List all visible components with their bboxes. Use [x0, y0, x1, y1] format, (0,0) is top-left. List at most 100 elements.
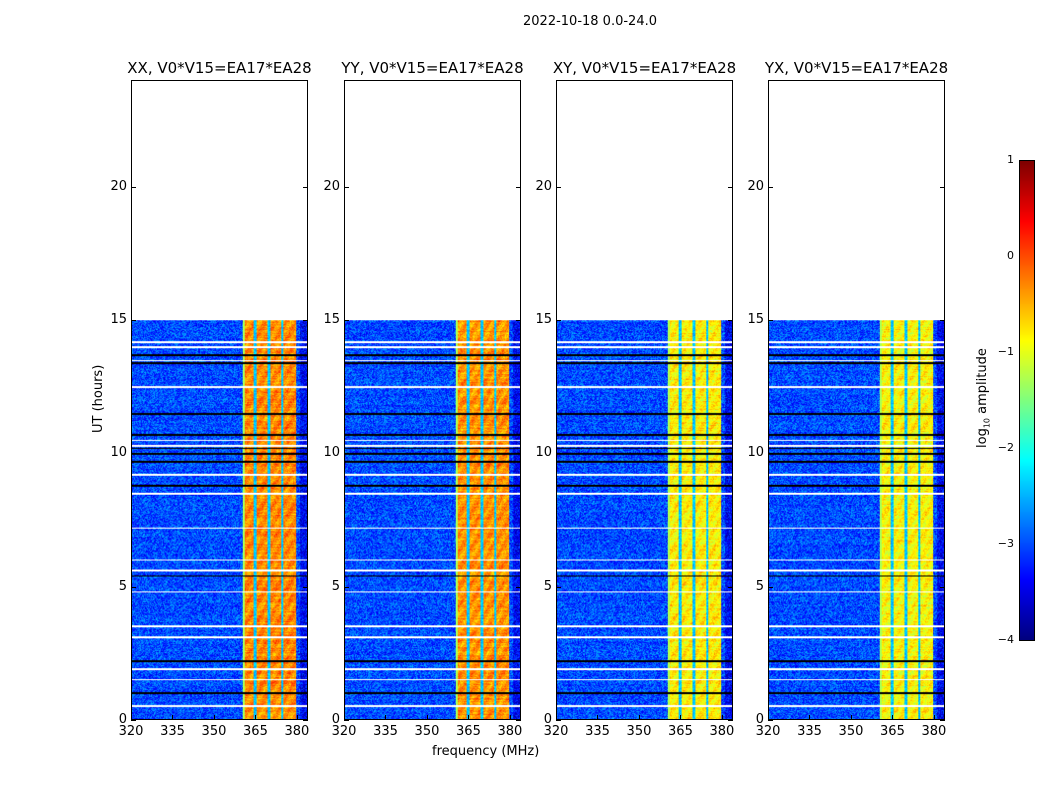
colorbar-label: log10 amplitude [975, 348, 992, 448]
x-tick-label: 380 [921, 724, 947, 739]
y-tick-mark [768, 586, 773, 588]
y-tick-mark [940, 320, 945, 321]
x-tick-mark [509, 715, 511, 720]
y-tick-label: 20 [110, 178, 127, 194]
y-tick-mark [131, 720, 136, 721]
y-tick-label: 10 [110, 445, 127, 461]
x-tick-label: 335 [160, 724, 185, 739]
y-tick-label: 0 [755, 712, 764, 727]
x-tick-mark [768, 715, 769, 720]
x-tick-label: 350 [201, 724, 227, 739]
colorbar-tick-label: −2 [997, 441, 1014, 454]
y-tick-mark [344, 586, 349, 588]
x-tick-mark [385, 715, 387, 720]
x-tick-label: 320 [755, 724, 781, 739]
y-tick-mark [344, 186, 349, 188]
heatmap-panel [768, 80, 945, 720]
y-tick-mark [768, 320, 773, 321]
y-tick-label: 5 [543, 578, 552, 594]
y-tick-label: 5 [118, 578, 127, 594]
y-tick-mark [556, 453, 561, 455]
y-tick-mark [940, 453, 945, 455]
heatmap-panel [556, 80, 733, 720]
y-tick-mark [728, 186, 733, 188]
panel-title: XX, V0*V15=EA17*EA28 [127, 59, 312, 77]
y-tick-label: 0 [543, 712, 552, 727]
figure-title: 2022-10-18 0.0-24.0 [523, 14, 657, 29]
y-tick-mark [131, 186, 136, 188]
y-tick-mark [303, 186, 308, 188]
y-tick-label: 15 [110, 312, 127, 327]
y-tick-mark [344, 453, 349, 455]
y-tick-mark [556, 720, 561, 721]
y-tick-mark [516, 453, 521, 455]
y-tick-label: 15 [747, 312, 764, 327]
y-tick-label: 0 [331, 712, 340, 727]
y-tick-mark [768, 720, 773, 721]
y-tick-mark [940, 720, 945, 721]
y-tick-mark [131, 586, 136, 588]
y-tick-label: 5 [755, 578, 764, 594]
x-tick-mark [255, 715, 257, 720]
x-tick-label: 365 [668, 724, 693, 739]
y-tick-mark [940, 186, 945, 188]
colorbar-tick-label: 0 [1007, 249, 1014, 262]
colorbar-tick-label: −1 [997, 345, 1014, 358]
x-tick-mark [556, 715, 557, 720]
x-tick-mark [597, 715, 599, 720]
y-tick-mark [303, 320, 308, 321]
x-tick-mark [850, 715, 852, 720]
y-tick-mark [344, 320, 349, 321]
x-tick-mark [213, 715, 215, 720]
x-tick-label: 350 [414, 724, 440, 739]
panel-title: YX, V0*V15=EA17*EA28 [764, 59, 949, 77]
heatmap-panel [131, 80, 308, 720]
x-tick-label: 350 [838, 724, 864, 739]
x-tick-mark [680, 715, 682, 720]
x-tick-mark [468, 715, 470, 720]
panel-title: YY, V0*V15=EA17*EA28 [341, 59, 524, 77]
x-tick-label: 320 [331, 724, 357, 739]
x-tick-label: 335 [373, 724, 398, 739]
y-axis-label: UT (hours) [91, 364, 106, 433]
x-tick-mark [344, 715, 345, 720]
y-tick-mark [516, 186, 521, 188]
y-tick-label: 20 [747, 178, 764, 194]
y-tick-mark [303, 586, 308, 588]
x-tick-mark [809, 715, 811, 720]
y-tick-mark [940, 586, 945, 588]
y-tick-label: 5 [331, 578, 340, 594]
x-tick-mark [296, 715, 298, 720]
colorbar [1019, 160, 1035, 641]
y-tick-label: 0 [118, 712, 127, 727]
y-tick-label: 20 [323, 178, 340, 194]
y-tick-mark [768, 186, 773, 188]
y-tick-mark [516, 320, 521, 321]
y-tick-label: 15 [535, 312, 552, 327]
x-tick-label: 335 [797, 724, 822, 739]
y-tick-mark [303, 453, 308, 455]
x-tick-label: 365 [880, 724, 905, 739]
heatmap-panel [344, 80, 521, 720]
x-tick-mark [721, 715, 723, 720]
y-tick-mark [516, 720, 521, 721]
colorbar-tick-label: 1 [1007, 153, 1014, 166]
y-tick-mark [556, 586, 561, 588]
y-tick-label: 10 [323, 445, 340, 461]
x-tick-mark [892, 715, 894, 720]
panel-title: XY, V0*V15=EA17*EA28 [552, 59, 737, 77]
y-tick-mark [728, 320, 733, 321]
x-tick-mark [638, 715, 640, 720]
y-tick-label: 15 [323, 312, 340, 327]
y-tick-mark [728, 586, 733, 588]
x-tick-label: 350 [626, 724, 652, 739]
y-tick-mark [768, 453, 773, 455]
colorbar-tick-label: −3 [997, 537, 1014, 550]
y-tick-mark [728, 720, 733, 721]
y-tick-mark [344, 720, 349, 721]
y-tick-label: 20 [535, 178, 552, 194]
x-tick-mark [426, 715, 428, 720]
y-tick-mark [516, 586, 521, 588]
y-tick-label: 10 [535, 445, 552, 461]
